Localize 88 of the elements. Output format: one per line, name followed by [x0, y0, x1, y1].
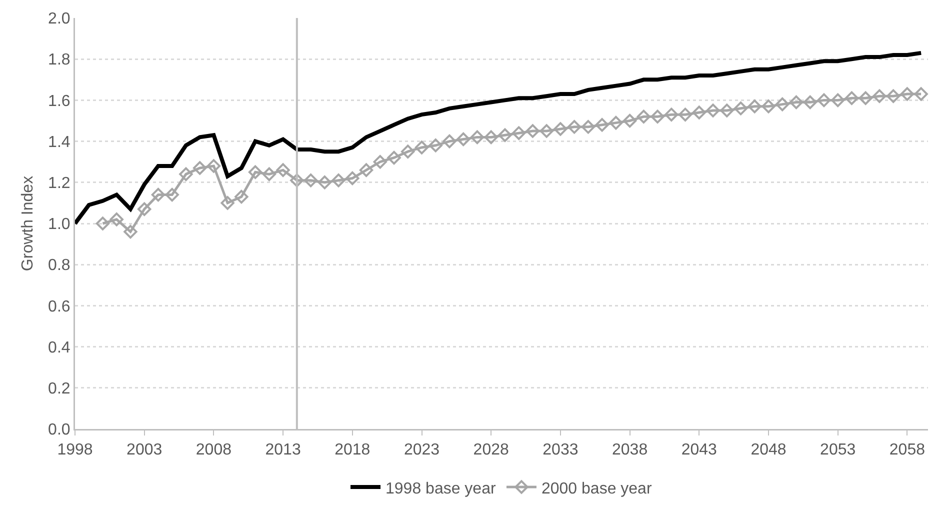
- point: [706, 104, 720, 118]
- point: [456, 132, 470, 146]
- x-tick-label: 2003: [126, 442, 162, 459]
- point: [900, 87, 914, 101]
- y-tick-label: 0.0: [48, 422, 70, 439]
- point: [595, 118, 609, 132]
- point: [817, 93, 831, 108]
- point: [470, 130, 484, 144]
- point: [762, 100, 776, 114]
- y-tick-label: 1.6: [48, 92, 70, 110]
- y-tick-label: 2.0: [48, 10, 70, 28]
- legend-label: 1998 base year: [386, 480, 496, 498]
- point: [373, 155, 387, 169]
- x-tick-label: 2008: [196, 442, 232, 459]
- point: [96, 216, 110, 230]
- y-axis-title: Growth Index: [20, 176, 36, 272]
- point: [318, 176, 332, 190]
- point: [332, 174, 346, 188]
- point: [484, 130, 498, 144]
- y-tick-label: 1.0: [48, 216, 70, 234]
- point: [346, 171, 360, 186]
- point: [526, 124, 540, 138]
- point: [165, 188, 179, 202]
- point: [192, 161, 207, 175]
- x-tick-label: 2053: [820, 442, 856, 459]
- point: [540, 124, 554, 138]
- point: [581, 120, 596, 134]
- x-tick-label: 2048: [750, 442, 786, 459]
- point: [678, 108, 692, 122]
- point: [498, 128, 512, 142]
- point: [789, 95, 804, 110]
- x-tick-label: 1998: [57, 442, 93, 459]
- point: [124, 224, 138, 239]
- point: [734, 102, 748, 116]
- y-tick-label: 0.6: [48, 298, 70, 316]
- point: [748, 100, 762, 114]
- point: [636, 110, 651, 124]
- point: [914, 87, 928, 101]
- point: [290, 174, 304, 188]
- y-tick-label: 1.2: [48, 175, 70, 192]
- point: [844, 91, 859, 105]
- point: [831, 93, 845, 108]
- point: [387, 150, 401, 165]
- x-tick-label: 2058: [889, 442, 926, 459]
- point: [428, 138, 442, 152]
- y-tick-label: 0.8: [48, 257, 70, 274]
- point: [692, 106, 706, 120]
- x-tick-label: 2013: [265, 442, 301, 459]
- point: [512, 126, 526, 140]
- point: [401, 144, 415, 158]
- point: [414, 140, 429, 154]
- point: [138, 202, 152, 216]
- point: [720, 104, 734, 118]
- y-tick-label: 1.4: [48, 134, 70, 151]
- point: [220, 196, 234, 210]
- x-tick-label: 2028: [473, 442, 509, 459]
- point: [650, 110, 664, 124]
- point: [110, 212, 124, 226]
- y-tick-label: 0.4: [48, 339, 70, 356]
- point: [622, 114, 637, 128]
- point: [304, 174, 318, 188]
- point: [262, 167, 276, 182]
- y-tick-label: 0.2: [48, 380, 70, 398]
- point: [609, 116, 623, 130]
- point: [776, 97, 790, 112]
- point: [442, 134, 456, 148]
- point: [151, 188, 166, 202]
- point: [858, 91, 872, 105]
- point: [664, 108, 678, 122]
- point: [179, 167, 193, 182]
- x-tick-label: 2038: [612, 442, 648, 459]
- x-tick-label: 2033: [542, 442, 578, 459]
- point: [803, 95, 817, 110]
- point: [359, 163, 374, 177]
- point: [567, 120, 582, 134]
- point: [248, 165, 262, 179]
- point: [886, 89, 900, 103]
- point: [234, 190, 248, 204]
- x-tick-label: 2018: [334, 442, 370, 459]
- x-tick-label: 2023: [404, 442, 440, 459]
- line-series: [75, 50, 924, 226]
- point: [554, 122, 568, 136]
- point: [276, 163, 290, 177]
- point: [206, 159, 221, 173]
- point: [872, 89, 886, 103]
- y-tick-label: 1.8: [48, 52, 70, 69]
- x-tick-label: 2043: [681, 442, 718, 459]
- legend-label: 2000 base year: [541, 480, 652, 498]
